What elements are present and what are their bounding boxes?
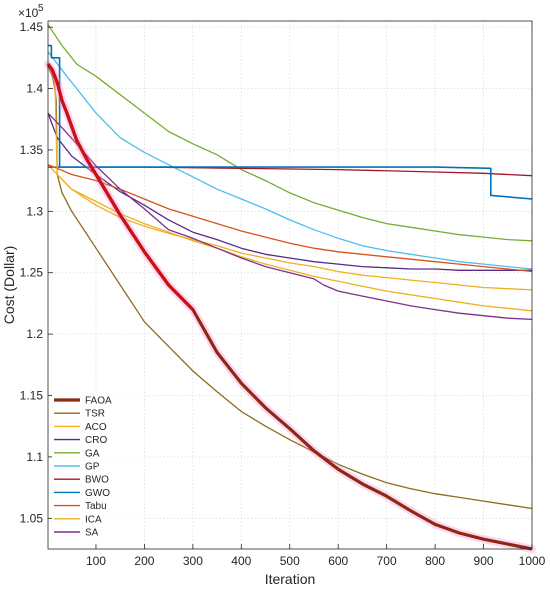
x-tick-label: 1000 <box>519 554 546 568</box>
series-line-tabu <box>47 164 533 273</box>
axes: 100 200 300 400 500 600 700 800 900 1000 1.05 1.1 1.… <box>20 20 546 568</box>
x-axis-label: Iteration <box>265 571 316 587</box>
y-multiplier-label: ×10 <box>18 6 39 20</box>
x-tick-label: 900 <box>474 554 494 568</box>
series-line-ica <box>47 63 533 312</box>
series-line-sa <box>47 112 533 321</box>
legend-label-ga: GA <box>85 448 100 459</box>
series-line-cro <box>47 112 532 271</box>
series-line-ga <box>47 24 533 242</box>
y-tick-label: 1.2 <box>26 327 43 341</box>
y-tick-label: 1.4 <box>26 82 43 96</box>
x-tick-label: 200 <box>134 554 154 568</box>
legend-label-bwo: BWO <box>85 475 109 486</box>
legend-label-gwo: GWO <box>85 488 110 499</box>
legend-label-cro: CRO <box>85 435 107 446</box>
y-tick-label: 1.3 <box>26 204 43 218</box>
plot-area <box>44 24 536 553</box>
legend-label-gp: GP <box>85 462 100 473</box>
legend-label-sa: SA <box>85 528 99 539</box>
legend-label-tsr: TSR <box>85 409 105 420</box>
y-axis-label: Cost (Dollar) <box>1 246 17 325</box>
series-line-aco <box>47 164 533 291</box>
y-tick-label: 1.15 <box>20 389 44 403</box>
legend: FAOA TSR ACO CRO GA GP BWO GWO Tabu ICA SA <box>52 391 144 545</box>
y-tick-label: 1.25 <box>20 266 44 280</box>
legend-label-aco: ACO <box>85 422 107 433</box>
x-tick-label: 800 <box>425 554 445 568</box>
y-tick-label: 1.35 <box>20 143 44 157</box>
legend-label-tabu: Tabu <box>85 501 107 512</box>
series-line-faoa-early <box>46 63 195 311</box>
x-tick-label: 600 <box>328 554 348 568</box>
legend-label-faoa: FAOA <box>85 396 112 407</box>
x-tick-label: 500 <box>280 554 300 568</box>
y-multiplier-exponent: 5 <box>38 3 44 14</box>
series-line-gp <box>47 51 533 270</box>
legend-label-ica: ICA <box>85 514 102 525</box>
y-tick-label: 1.1 <box>26 450 43 464</box>
x-tick-label: 700 <box>377 554 397 568</box>
x-tick-label: 300 <box>183 554 203 568</box>
x-tick-label: 100 <box>86 554 106 568</box>
series-line-gwo <box>48 44 533 200</box>
x-tick-label: 400 <box>231 554 251 568</box>
y-tick-label: 1.45 <box>20 20 44 34</box>
y-tick-label: 1.05 <box>20 511 44 525</box>
